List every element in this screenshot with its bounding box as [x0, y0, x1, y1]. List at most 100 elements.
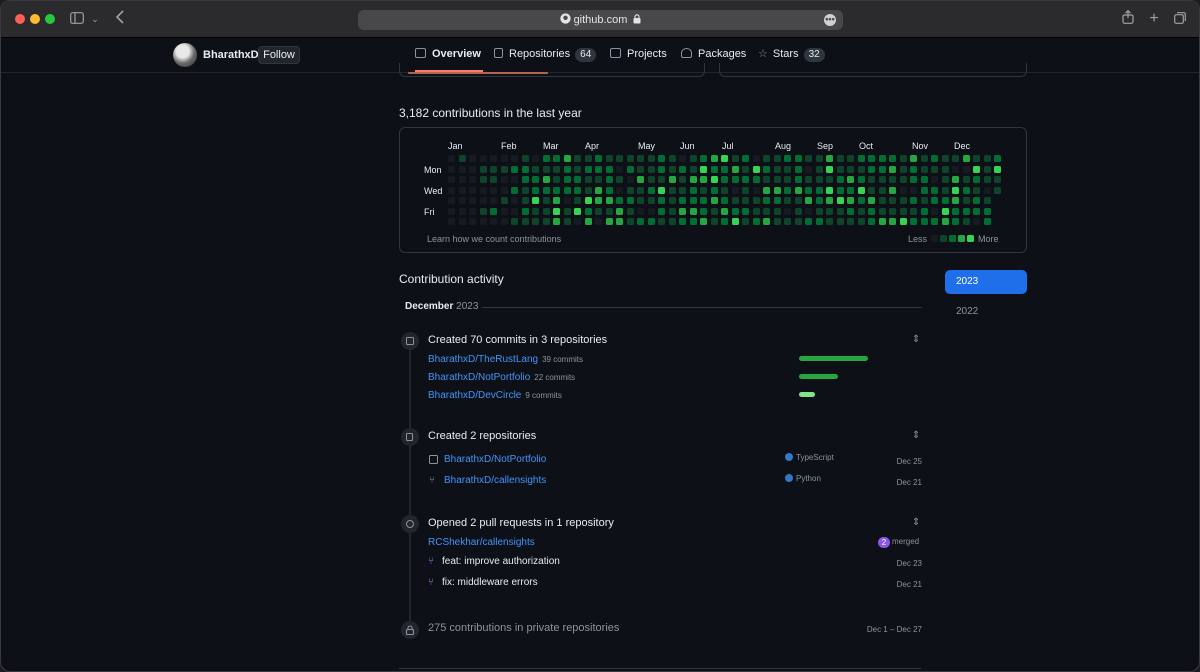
contribution-day-cell[interactable] — [532, 155, 539, 162]
contribution-day-cell[interactable] — [868, 207, 875, 215]
follow-button[interactable]: Follow — [258, 46, 300, 64]
contribution-day-cell[interactable] — [490, 218, 497, 225]
contribution-day-cell[interactable] — [542, 197, 550, 204]
contribution-day-cell[interactable] — [458, 197, 466, 204]
contribution-day-cell[interactable] — [668, 207, 676, 215]
contribution-day-cell[interactable] — [805, 207, 812, 215]
contribution-day-cell[interactable] — [878, 186, 886, 194]
contribution-day-cell[interactable] — [710, 218, 718, 225]
contribution-day-cell[interactable] — [773, 207, 781, 215]
contribution-day-cell[interactable] — [679, 165, 686, 173]
contribution-day-cell[interactable] — [521, 207, 529, 215]
contribution-day-cell[interactable] — [616, 197, 623, 204]
contribution-day-cell[interactable] — [983, 155, 991, 162]
contribution-day-cell[interactable] — [658, 207, 665, 215]
contribution-day-cell[interactable] — [931, 165, 938, 173]
avatar[interactable] — [173, 43, 197, 67]
contribution-day-cell[interactable] — [773, 165, 781, 173]
contribution-day-cell[interactable] — [689, 218, 697, 225]
username[interactable]: BharathxD — [203, 49, 259, 61]
contribution-day-cell[interactable] — [668, 165, 676, 173]
contribution-day-cell[interactable] — [805, 176, 812, 183]
new-tab-icon[interactable]: + — [1149, 10, 1159, 27]
contribution-day-cell[interactable] — [710, 155, 718, 162]
contribution-day-cell[interactable] — [479, 165, 487, 173]
contribution-day-cell[interactable] — [668, 197, 676, 204]
contribution-day-cell[interactable] — [521, 176, 529, 183]
tab-overview-icon[interactable] — [1173, 10, 1187, 28]
contribution-day-cell[interactable] — [721, 218, 728, 225]
contribution-day-cell[interactable] — [794, 207, 802, 215]
contribution-day-cell[interactable] — [542, 165, 550, 173]
contribution-day-cell[interactable] — [941, 207, 949, 215]
contribution-day-cell[interactable] — [637, 218, 644, 225]
contribution-day-cell[interactable] — [679, 176, 686, 183]
contribution-day-cell[interactable] — [700, 155, 707, 162]
contribution-day-cell[interactable] — [920, 207, 928, 215]
contribution-day-cell[interactable] — [784, 197, 791, 204]
contribution-day-cell[interactable] — [973, 197, 980, 204]
contribution-day-cell[interactable] — [763, 155, 770, 162]
contribution-day-cell[interactable] — [815, 218, 823, 225]
contribution-day-cell[interactable] — [626, 176, 634, 183]
contribution-day-cell[interactable] — [595, 218, 602, 225]
contribution-day-cell[interactable] — [920, 186, 928, 194]
contribution-day-cell[interactable] — [574, 176, 581, 183]
contribution-day-cell[interactable] — [469, 197, 476, 204]
contribution-day-cell[interactable] — [731, 186, 739, 194]
contribution-day-cell[interactable] — [794, 197, 802, 204]
contribution-day-cell[interactable] — [941, 176, 949, 183]
contribution-day-cell[interactable] — [899, 218, 907, 225]
contribution-day-cell[interactable] — [826, 218, 833, 225]
contribution-day-cell[interactable] — [584, 207, 592, 215]
contribution-day-cell[interactable] — [679, 218, 686, 225]
contribution-day-cell[interactable] — [700, 186, 707, 194]
contribution-day-cell[interactable] — [689, 186, 697, 194]
contribution-day-cell[interactable] — [500, 186, 508, 194]
contribution-day-cell[interactable] — [868, 197, 875, 204]
contribution-day-cell[interactable] — [784, 218, 791, 225]
contribution-day-cell[interactable] — [889, 155, 896, 162]
contribution-day-cell[interactable] — [710, 207, 718, 215]
contribution-day-cell[interactable] — [679, 207, 686, 215]
contribution-day-cell[interactable] — [910, 207, 917, 215]
contribution-day-cell[interactable] — [490, 155, 497, 162]
contribution-day-cell[interactable] — [952, 218, 959, 225]
contribution-day-cell[interactable] — [479, 155, 487, 162]
contribution-day-cell[interactable] — [962, 207, 970, 215]
contribution-day-cell[interactable] — [941, 197, 949, 204]
contribution-day-cell[interactable] — [605, 197, 613, 204]
contribution-day-cell[interactable] — [511, 155, 518, 162]
contribution-day-cell[interactable] — [742, 207, 749, 215]
repo-name[interactable]: BharathxD/NotPortfolio — [428, 372, 531, 383]
commit-repo-link[interactable]: BharathxD/NotPortfolio 22 commits — [428, 372, 575, 383]
contribution-day-cell[interactable] — [490, 176, 497, 183]
contribution-day-cell[interactable] — [710, 186, 718, 194]
contribution-day-cell[interactable] — [731, 207, 739, 215]
contribution-day-cell[interactable] — [458, 165, 466, 173]
contribution-day-cell[interactable] — [794, 176, 802, 183]
contribution-day-cell[interactable] — [920, 165, 928, 173]
contribution-day-cell[interactable] — [742, 176, 749, 183]
contribution-day-cell[interactable] — [952, 207, 959, 215]
contribution-day-cell[interactable] — [479, 197, 487, 204]
contribution-day-cell[interactable] — [763, 218, 770, 225]
contribution-day-cell[interactable] — [605, 155, 613, 162]
contribution-day-cell[interactable] — [952, 155, 959, 162]
tab-packages[interactable]: Packages — [681, 38, 746, 72]
contribution-day-cell[interactable] — [479, 218, 487, 225]
contribution-day-cell[interactable] — [658, 176, 665, 183]
contribution-day-cell[interactable] — [847, 176, 854, 183]
contribution-day-cell[interactable] — [763, 176, 770, 183]
contribution-day-cell[interactable] — [490, 207, 497, 215]
contribution-day-cell[interactable] — [983, 165, 991, 173]
contribution-day-cell[interactable] — [448, 218, 455, 225]
contribution-day-cell[interactable] — [878, 165, 886, 173]
contribution-day-cell[interactable] — [637, 186, 644, 194]
contribution-day-cell[interactable] — [668, 186, 676, 194]
contribution-day-cell[interactable] — [983, 186, 991, 194]
contribution-day-cell[interactable] — [679, 155, 686, 162]
contribution-day-cell[interactable] — [553, 165, 560, 173]
contribution-day-cell[interactable] — [962, 218, 970, 225]
contribution-day-cell[interactable] — [584, 218, 592, 225]
